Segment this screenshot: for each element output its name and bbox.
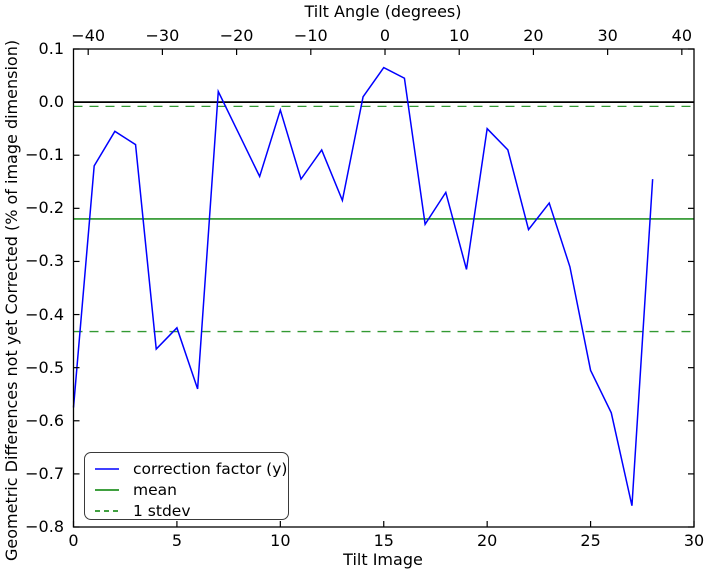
y-tick-label: −0.5 [25, 357, 64, 377]
top-tick-label: 20 [523, 26, 544, 45]
y-tick-label: −0.1 [25, 145, 64, 165]
x-tick-label: 20 [476, 531, 498, 550]
legend-label-correction-factor: correction factor (y) [133, 459, 288, 478]
legend-label-mean: mean [133, 480, 177, 499]
top-tick-label: 40 [671, 26, 692, 45]
legend-entry-correction-factor: correction factor (y) [94, 458, 288, 479]
x-tick-label: 5 [171, 531, 182, 550]
top-tick-label: 30 [597, 26, 618, 45]
top-tick-label: −10 [293, 26, 328, 45]
y-tick-label: −0.6 [25, 410, 64, 430]
x-axis-title-bottom: Tilt Image [343, 550, 423, 569]
y-tick-label: −0.4 [25, 304, 64, 324]
legend-entry-mean: mean [94, 479, 288, 500]
legend-swatch-mean-icon [95, 488, 119, 491]
legend-swatch-line-icon [95, 467, 119, 470]
legend-entry-stdev: 1 stdev [94, 500, 288, 521]
y-tick-label: −0.3 [25, 251, 64, 271]
y-tick-label: −0.8 [25, 517, 64, 536]
correction-factor-line [72, 66, 654, 506]
top-tick-label: 0 [379, 26, 391, 45]
legend: correction factor (y) mean 1 stdev [84, 452, 289, 520]
x-tick-label: 0 [68, 531, 79, 550]
legend-swatch-stdev-icon [95, 509, 119, 512]
top-tick-label: −40 [71, 26, 106, 45]
y-tick-label: −0.7 [25, 463, 64, 483]
top-tick-label: −20 [219, 26, 254, 45]
x-tick-label: 15 [373, 531, 394, 550]
x-tick-label: 25 [580, 531, 601, 550]
top-tick-label: 10 [449, 26, 470, 45]
y-tick-label: 0.1 [38, 39, 64, 58]
y-tick-label: −0.2 [25, 198, 64, 218]
top-tick-label: −30 [145, 26, 180, 45]
x-tick-label: 30 [683, 531, 705, 550]
x-tick-label: 10 [270, 531, 291, 550]
y-tick-label: 0.0 [38, 92, 64, 112]
legend-label-stdev: 1 stdev [133, 501, 191, 520]
x-axis-title-top: Tilt Angle (degrees) [304, 2, 462, 21]
